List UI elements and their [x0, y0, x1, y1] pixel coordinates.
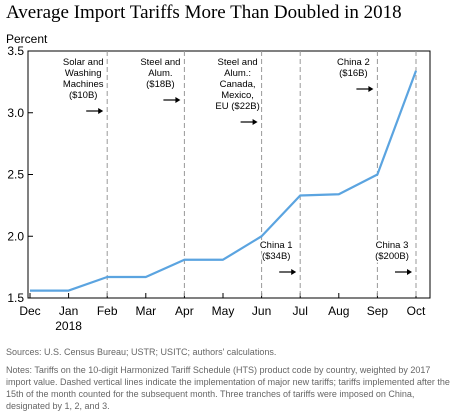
annotation-label: Steel and	[218, 57, 258, 68]
annotation-label: ($10B)	[69, 90, 98, 101]
annotation-arrow-head	[291, 269, 297, 275]
y-axis-label: Percent	[6, 32, 48, 46]
y-tick-label: 1.5	[7, 291, 24, 305]
annotation-label: Canada,	[220, 79, 256, 90]
x-tick-label: Mar	[135, 304, 156, 318]
chart-title: Average Import Tariffs More Than Doubled…	[6, 2, 402, 23]
x-tick-label: Jun	[252, 304, 271, 318]
y-tick-label: 3.0	[7, 106, 24, 120]
annotation-label: Mexico,	[221, 90, 254, 101]
x-tick-label: Oct	[407, 304, 426, 318]
y-tick-label: 2.0	[7, 229, 24, 243]
sources-note: Sources: U.S. Census Bureau; USTR; USITC…	[6, 347, 277, 357]
annotation-label: China 1	[260, 240, 293, 251]
annotation-label: ($34B)	[262, 251, 291, 262]
annotation-label: EU ($22B)	[215, 101, 259, 112]
annotation-label: ($18B)	[146, 79, 175, 90]
x-tick-label: Apr	[175, 304, 194, 318]
annotation-label: Solar and	[63, 57, 104, 68]
annotation-label: China 3	[376, 240, 409, 251]
annotation-label: ($16B)	[339, 68, 368, 79]
chart-notes: Sources: U.S. Census Bureau; USTR; USITC…	[6, 346, 454, 418]
x-tick-label: May	[212, 304, 235, 318]
x-tick-label: Sep	[367, 304, 389, 318]
x-tick-label: Dec	[19, 304, 40, 318]
x-year-label: 2018	[55, 319, 82, 333]
annotation-arrow-head	[368, 86, 374, 92]
annotation-arrow-head	[98, 108, 104, 114]
annotation-label: Machines	[63, 79, 104, 90]
annotation-arrow-head	[407, 269, 412, 275]
annotation-label: ($200B)	[375, 251, 409, 262]
annotation-label: China 2	[337, 57, 370, 68]
x-tick-label: Jan	[59, 304, 78, 318]
annotation-label: Steel and	[140, 57, 180, 68]
y-tick-label: 3.5	[7, 44, 24, 58]
line-chart: 1.5 2.0 2.5 3.0 3.5 Dec Jan Feb Mar Apr May Jun Jul A…	[7, 44, 431, 333]
notes-text: Notes: Tariffs on the 10-digit Harmonize…	[6, 365, 450, 411]
y-tick-label: 2.5	[7, 168, 24, 182]
x-tick-label: Feb	[97, 304, 118, 318]
annotation-arrow-head	[252, 119, 258, 125]
x-tick-label: Jul	[293, 304, 308, 318]
x-tick-label: Aug	[328, 304, 349, 318]
annotation-label: Alum.:	[224, 68, 251, 79]
annotation-arrow-head	[175, 97, 181, 103]
annotation-label: Washing	[65, 68, 102, 79]
annotation-label: Alum.	[148, 68, 172, 79]
